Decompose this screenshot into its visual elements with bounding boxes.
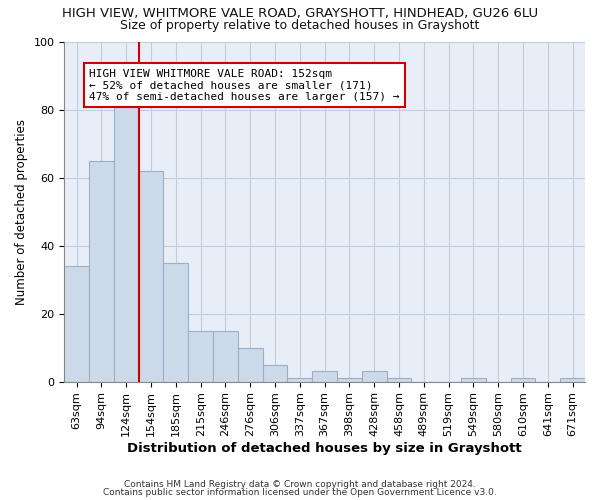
Text: HIGH VIEW, WHITMORE VALE ROAD, GRAYSHOTT, HINDHEAD, GU26 6LU: HIGH VIEW, WHITMORE VALE ROAD, GRAYSHOTT… xyxy=(62,8,538,20)
Bar xyxy=(362,372,386,382)
Bar xyxy=(337,378,362,382)
Bar xyxy=(114,92,139,382)
Bar xyxy=(312,372,337,382)
Bar xyxy=(461,378,486,382)
Bar xyxy=(238,348,263,382)
Text: Size of property relative to detached houses in Grayshott: Size of property relative to detached ho… xyxy=(121,18,479,32)
Bar xyxy=(511,378,535,382)
Bar xyxy=(188,330,213,382)
X-axis label: Distribution of detached houses by size in Grayshott: Distribution of detached houses by size … xyxy=(127,442,522,455)
Bar xyxy=(213,330,238,382)
Bar xyxy=(287,378,312,382)
Text: HIGH VIEW WHITMORE VALE ROAD: 152sqm
← 52% of detached houses are smaller (171)
: HIGH VIEW WHITMORE VALE ROAD: 152sqm ← 5… xyxy=(89,68,400,102)
Bar xyxy=(263,364,287,382)
Text: Contains HM Land Registry data © Crown copyright and database right 2024.: Contains HM Land Registry data © Crown c… xyxy=(124,480,476,489)
Text: Contains public sector information licensed under the Open Government Licence v3: Contains public sector information licen… xyxy=(103,488,497,497)
Bar xyxy=(560,378,585,382)
Bar xyxy=(64,266,89,382)
Y-axis label: Number of detached properties: Number of detached properties xyxy=(15,118,28,304)
Bar xyxy=(89,160,114,382)
Bar xyxy=(163,262,188,382)
Bar xyxy=(139,170,163,382)
Bar xyxy=(386,378,412,382)
